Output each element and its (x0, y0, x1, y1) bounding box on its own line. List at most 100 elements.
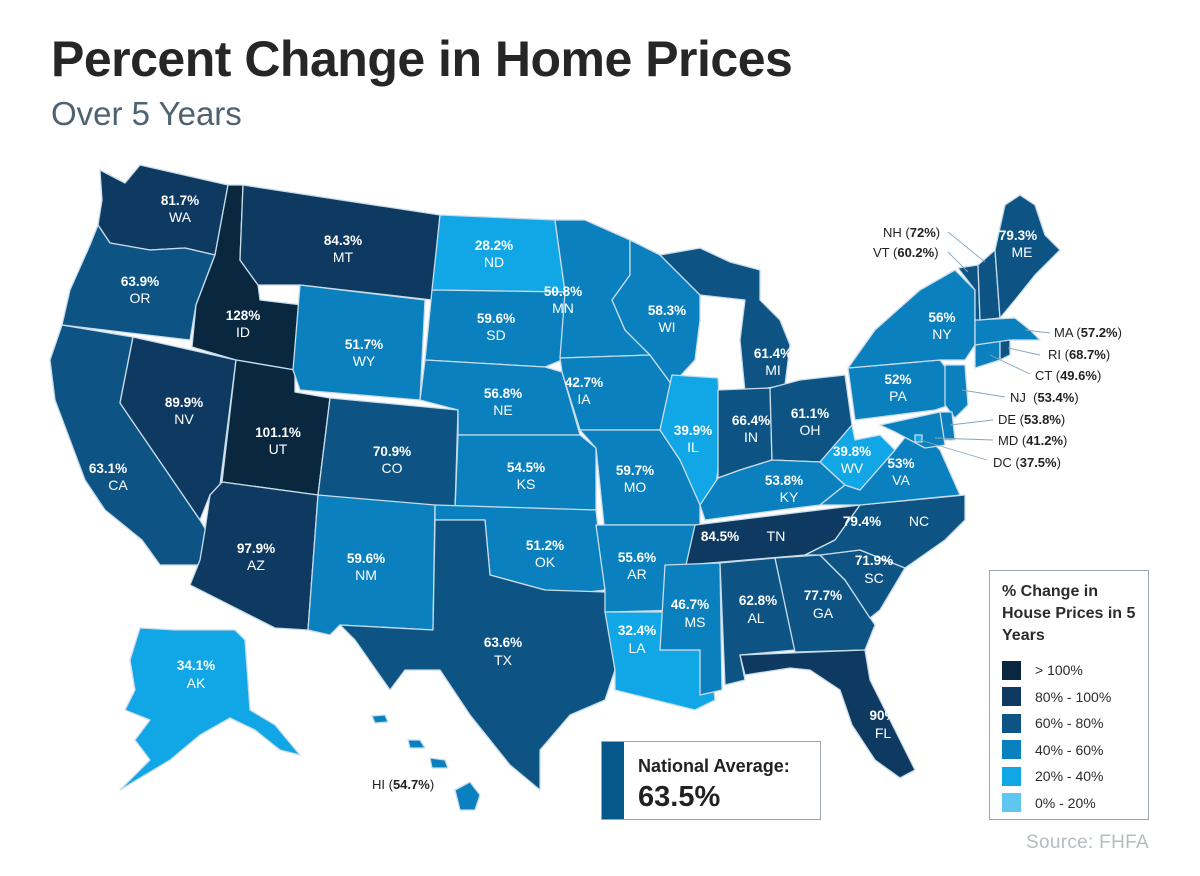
label-value-TX: 63.6% (484, 635, 522, 650)
label-code-AZ: AZ (247, 557, 265, 573)
callout-RI: RI (68.7%) (1048, 347, 1111, 362)
label-code-SC: SC (864, 570, 883, 586)
label-value-MO: 59.7% (616, 463, 654, 478)
state-WA[interactable] (97, 164, 229, 256)
label-code-ND: ND (484, 254, 504, 270)
legend-label: 0% - 20% (1035, 794, 1096, 811)
label-code-OR: OR (130, 290, 151, 306)
callout-HI: HI (54.7%) (372, 777, 435, 792)
label-code-OH: OH (800, 422, 821, 438)
national-average-value: 63.5% (638, 781, 721, 813)
legend-swatch (1002, 660, 1021, 680)
legend-title: % Change in House Prices in 5 Years (1002, 583, 1136, 644)
label-value-AZ: 97.9% (237, 541, 275, 556)
label-value-MT: 84.3% (324, 233, 362, 248)
label-value-LA: 32.4% (618, 623, 656, 638)
state-MI[interactable] (659, 247, 791, 393)
state-KS[interactable] (454, 434, 597, 511)
label-code-MI: MI (765, 362, 781, 378)
label-code-MO: MO (624, 479, 647, 495)
legend-item: > 100% (1002, 657, 1138, 684)
state-MA[interactable] (974, 317, 1041, 346)
source-credit: Source: FHFA (1026, 832, 1149, 853)
label-code-AR: AR (627, 566, 646, 582)
state-DC[interactable] (914, 434, 923, 443)
state-RI[interactable] (999, 339, 1011, 361)
legend-swatch (1002, 687, 1021, 707)
state-AZ[interactable] (189, 481, 319, 631)
state-FL[interactable] (739, 649, 916, 779)
legend-label: 80% - 100% (1035, 688, 1112, 705)
callout-DC: DC (37.5%) (993, 455, 1061, 470)
label-value-MS: 46.7% (671, 597, 709, 612)
state-TX[interactable] (339, 519, 616, 791)
label-code-NM: NM (355, 567, 377, 583)
label-code-OK: OK (535, 554, 556, 570)
label-code-KY: KY (780, 489, 799, 505)
label-code-MN: MN (552, 300, 574, 316)
legend-label: 60% - 80% (1035, 715, 1104, 732)
label-value-OR: 63.9% (121, 274, 159, 289)
label-code-KS: KS (517, 476, 536, 492)
label-value-KS: 54.5% (507, 460, 545, 475)
state-VT[interactable] (957, 264, 981, 321)
label-value-CA: 63.1% (89, 461, 127, 476)
label-code-NE: NE (493, 402, 512, 418)
legend-item: 0% - 20% (1002, 790, 1138, 817)
legend-label: > 100% (1035, 662, 1083, 679)
state-MD[interactable] (879, 411, 946, 449)
callout-VT: VT (60.2%) (873, 245, 939, 260)
label-code-SD: SD (486, 327, 505, 343)
label-value-NY: 56% (928, 310, 955, 325)
legend-swatch (1002, 793, 1021, 813)
national-average-label: National Average: (638, 756, 790, 776)
callout-DE: DE (53.8%) (998, 412, 1066, 427)
callout-MD: MD (41.2%) (998, 433, 1068, 448)
state-ME[interactable] (994, 194, 1061, 319)
legend-label: 40% - 60% (1035, 741, 1104, 758)
state-AK[interactable] (119, 627, 301, 791)
label-code-WY: WY (353, 353, 376, 369)
label-code-NC: NC (909, 513, 929, 529)
label-code-MT: MT (333, 249, 354, 265)
label-value-NV: 89.9% (165, 395, 203, 410)
label-value-FL: 90% (869, 708, 896, 723)
page-title: Percent Change in Home Prices (51, 31, 793, 87)
label-value-ME: 79.3% (999, 228, 1037, 243)
legend-swatch (1002, 740, 1021, 760)
label-value-IL: 39.9% (674, 423, 712, 438)
label-code-MS: MS (685, 614, 706, 630)
national-average-bar (602, 742, 624, 819)
label-code-NY: NY (932, 326, 952, 342)
label-value-WA: 81.7% (161, 193, 199, 208)
legend-item: 80% - 100% (1002, 684, 1138, 711)
label-value-MN: 50.8% (544, 284, 582, 299)
state-NY[interactable] (847, 269, 976, 369)
label-code-LA: LA (628, 640, 646, 656)
label-code-WA: WA (169, 209, 192, 225)
legend-item: 20% - 40% (1002, 763, 1138, 790)
label-value-AL: 62.8% (739, 593, 777, 608)
label-value-GA: 77.7% (804, 588, 842, 603)
label-value-VA: 53% (887, 456, 914, 471)
label-value-WI: 58.3% (648, 303, 686, 318)
label-code-NV: NV (174, 411, 194, 427)
label-code-FL: FL (875, 725, 892, 741)
state-NC[interactable] (804, 494, 966, 569)
legend-item: 40% - 60% (1002, 737, 1138, 764)
label-code-WV: WV (841, 460, 864, 476)
state-HI[interactable] (454, 781, 481, 811)
state-SD[interactable] (424, 289, 566, 368)
state-NJ[interactable] (944, 364, 969, 419)
legend-item: 60% - 80% (1002, 710, 1138, 737)
callout-NH: NH (72%) (883, 225, 941, 240)
label-code-UT: UT (269, 441, 288, 457)
label-value-MI: 61.4% (754, 346, 792, 361)
label-value-WV: 39.8% (833, 444, 871, 459)
state-HI-islands (371, 714, 449, 769)
state-WV[interactable] (819, 424, 896, 491)
label-code-CA: CA (108, 477, 128, 493)
label-value-TN: 84.5% (701, 529, 739, 544)
state-WY[interactable] (292, 284, 426, 401)
